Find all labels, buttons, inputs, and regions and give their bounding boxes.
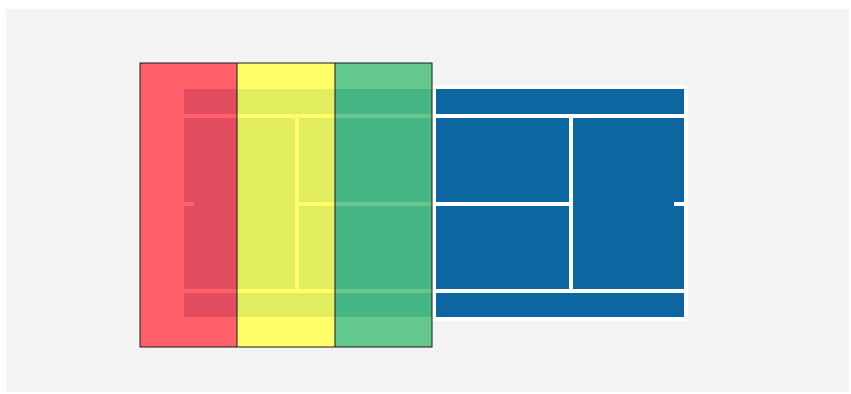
heat-zones xyxy=(139,62,433,348)
zone-2 xyxy=(236,62,336,348)
zone-1 xyxy=(139,62,238,348)
zone-3 xyxy=(334,62,433,348)
